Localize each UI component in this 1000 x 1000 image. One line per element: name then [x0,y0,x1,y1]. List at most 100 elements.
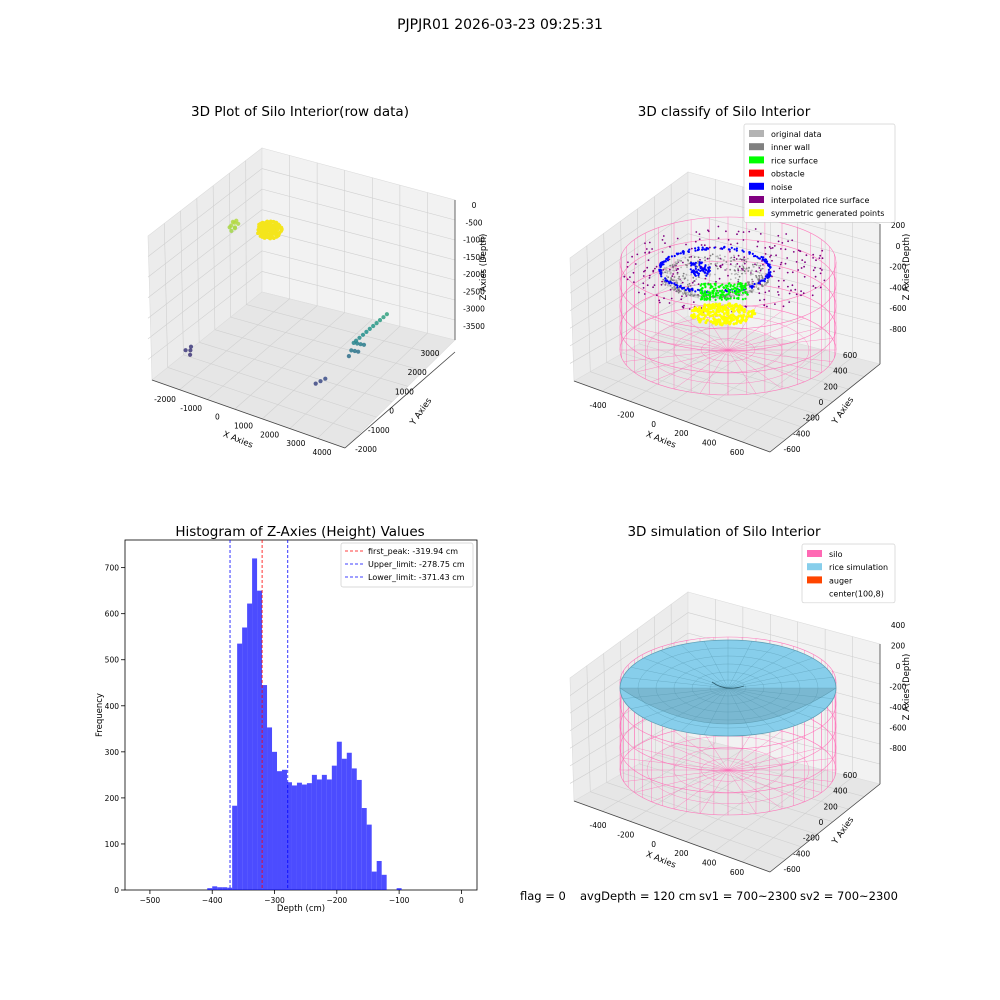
interpolated-point [801,259,804,261]
y-tick-label: 1000 [395,387,414,396]
interpolated-point [773,270,775,273]
rice-surface-point [722,291,726,294]
legend-box [340,542,474,588]
inner-wall-point [760,268,762,271]
noise-point [713,246,716,249]
inner-wall-point [707,263,710,266]
noise-point [669,280,672,283]
noise-point [659,262,662,266]
data-point [188,352,193,357]
interpolated-point [736,242,739,245]
noise-point [706,270,710,273]
interpolated-point [805,254,808,257]
legend-label: rice simulation [829,563,888,572]
interpolated-point [631,255,633,258]
x-tick-label: 400 [702,439,717,448]
data-point [236,221,241,226]
inner-wall-point [729,295,732,298]
noise-point [701,246,704,249]
rice-surface-point [718,289,722,292]
noise-point [767,271,770,274]
inner-wall-point [680,266,682,269]
noise-point [683,286,686,289]
histogram-bar [272,751,278,890]
interpolated-point [644,251,646,254]
rice-surface-point [716,294,719,297]
symmetric-point [695,307,699,311]
symmetric-point [711,306,715,309]
noise-point [660,275,663,278]
interpolated-point [745,306,748,308]
noise-point [664,277,667,280]
interpolated-point [672,273,674,275]
interpolated-point [803,265,805,268]
noise-point [708,266,711,269]
gridline [289,326,401,429]
interpolated-point [763,298,766,301]
rice-surface-point [740,286,743,289]
interpolated-point [754,263,756,266]
symmetric-point [726,313,730,317]
z-tick-label: -1000 [463,236,485,245]
inner-wall-point [715,265,718,268]
y-tick-label: 600 [105,610,120,619]
interpolated-point [741,267,743,270]
inner-wall-point [663,283,666,286]
interpolated-point [743,256,746,259]
data-point [276,223,281,227]
data-point [367,326,372,331]
inner-wall-point [710,262,712,265]
inner-wall-point [676,273,679,275]
rice-surface-point [744,282,747,285]
inner-wall-point [686,279,689,282]
interpolated-point [664,242,666,245]
noise-point [679,285,682,288]
interpolated-point [642,287,645,289]
interpolated-point [648,274,651,277]
interpolated-point [759,299,761,302]
rice-surface-point [736,290,740,294]
symmetric-point [723,304,727,308]
x-tick-label: 4000 [312,448,331,457]
interpolated-point [652,269,655,272]
noise-point [660,271,663,275]
interpolated-point [759,269,762,272]
inner-wall-point [758,265,760,267]
symmetric-point [706,303,710,307]
noise-point [703,248,706,251]
gridline [685,343,798,422]
inner-wall-point [673,289,675,291]
inner-wall-point [711,253,714,256]
interpolated-point [784,248,787,251]
interpolated-point [695,231,698,233]
y-tick-label: 100 [105,840,120,849]
inner-wall-point [729,278,732,281]
rice-surface-point [719,296,722,299]
data-point [262,230,267,235]
symmetric-point [735,304,739,308]
noise-point [662,263,665,266]
inner-wall-point [756,262,759,264]
rice-surface-point [705,298,708,301]
inner-wall-point [747,281,750,284]
interpolated-point [700,244,703,246]
histogram-bar [336,741,342,890]
inner-wall-point [740,294,743,296]
interpolated-point [699,258,701,261]
noise-point [674,283,677,286]
symmetric-point [751,309,755,313]
inner-wall-point [761,267,764,270]
gridline [261,168,456,221]
rice-surface-point [743,284,746,287]
symmetric-point [725,310,729,314]
x-tick-label: 3000 [286,439,305,448]
data-point [256,231,260,235]
inner-wall-point [741,264,744,267]
gridline [147,230,263,319]
interpolated-point [623,275,626,278]
gridline [261,271,456,321]
silo-floor-ring [673,327,783,373]
inner-wall-point [665,266,668,269]
